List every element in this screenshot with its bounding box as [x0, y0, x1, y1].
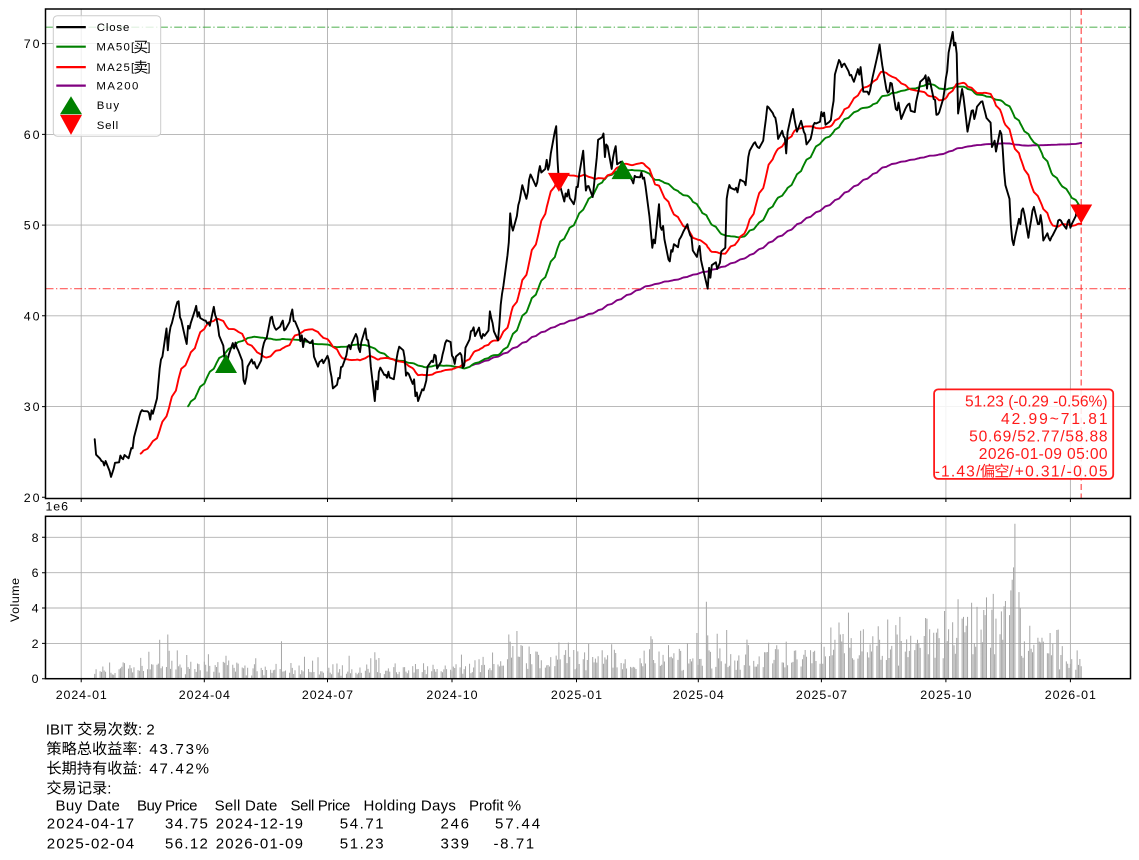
svg-text:2026-01-09: 2026-01-09 — [216, 836, 303, 853]
svg-text:: 47.42%: : 47.42% — [138, 761, 209, 778]
svg-text:57.44: 57.44 — [495, 816, 540, 833]
svg-text:]: ] — [147, 42, 150, 54]
svg-text:Close: Close — [97, 22, 130, 34]
svg-text:70: 70 — [24, 37, 40, 51]
svg-text:54.71: 54.71 — [340, 816, 384, 833]
svg-text:51.23 (-0.29 -0.56%): 51.23 (-0.29 -0.56%) — [965, 394, 1108, 411]
svg-text:2: 2 — [32, 637, 39, 651]
svg-text:4: 4 — [32, 602, 39, 616]
svg-text:0: 0 — [32, 672, 39, 686]
svg-text:: 2: : 2 — [138, 722, 155, 739]
svg-text:Holding Days: Holding Days — [364, 798, 456, 815]
svg-text:Sell Price: Sell Price — [291, 798, 351, 815]
svg-text:34.75: 34.75 — [165, 816, 208, 833]
svg-text:Sell Date: Sell Date — [215, 798, 278, 815]
svg-text:/+0.31/-0.05: /+0.31/-0.05 — [1009, 464, 1108, 481]
svg-text::: : — [107, 780, 111, 797]
svg-text:246: 246 — [441, 816, 470, 833]
svg-text:Buy Price: Buy Price — [137, 798, 198, 815]
svg-text:Profit %: Profit % — [469, 798, 521, 815]
svg-text:Sell: Sell — [97, 120, 118, 132]
svg-text:50: 50 — [24, 219, 40, 233]
svg-text:2024-01: 2024-01 — [56, 688, 107, 702]
svg-text:30: 30 — [24, 400, 40, 414]
svg-text:Buy Date: Buy Date — [56, 798, 120, 815]
svg-text:2025-04: 2025-04 — [673, 688, 724, 702]
svg-text:2025-01: 2025-01 — [551, 688, 602, 702]
svg-text:2025-07: 2025-07 — [796, 688, 847, 702]
svg-text:8: 8 — [32, 531, 39, 545]
svg-text:56.12: 56.12 — [165, 836, 208, 853]
svg-text:MA50[: MA50[ — [96, 42, 135, 54]
svg-text:MA200: MA200 — [96, 81, 138, 93]
svg-text:50.69/52.77/58.88: 50.69/52.77/58.88 — [969, 429, 1108, 446]
svg-text:2024-04: 2024-04 — [179, 688, 230, 702]
svg-text:MA25[: MA25[ — [96, 62, 135, 74]
svg-text:51.23: 51.23 — [340, 836, 384, 853]
svg-text:339: 339 — [441, 836, 470, 853]
svg-text:42.99~71.81: 42.99~71.81 — [1001, 411, 1108, 428]
svg-text:Volume: Volume — [8, 578, 22, 622]
svg-text:2026-01: 2026-01 — [1045, 688, 1096, 702]
svg-text:6: 6 — [32, 566, 39, 580]
svg-text:2026-01-09 05:00: 2026-01-09 05:00 — [979, 446, 1108, 463]
svg-text:20: 20 — [24, 491, 40, 505]
svg-text:: 43.73%: : 43.73% — [138, 741, 209, 758]
svg-text:2025-02-04: 2025-02-04 — [47, 836, 134, 853]
svg-text:2024-12-19: 2024-12-19 — [216, 816, 303, 833]
svg-text:IBIT: IBIT — [46, 722, 77, 739]
svg-text:2024-10: 2024-10 — [426, 688, 477, 702]
svg-text:1e6: 1e6 — [46, 500, 69, 514]
svg-text:-8.71: -8.71 — [494, 836, 535, 853]
svg-text:2024-04-17: 2024-04-17 — [47, 816, 134, 833]
svg-text:Buy: Buy — [97, 100, 120, 112]
svg-text:]: ] — [147, 62, 150, 74]
svg-text:60: 60 — [24, 128, 40, 142]
svg-text:-1.43/: -1.43/ — [935, 464, 981, 481]
svg-text:2025-10: 2025-10 — [920, 688, 971, 702]
svg-text:2024-07: 2024-07 — [302, 688, 353, 702]
svg-text:40: 40 — [24, 309, 40, 323]
